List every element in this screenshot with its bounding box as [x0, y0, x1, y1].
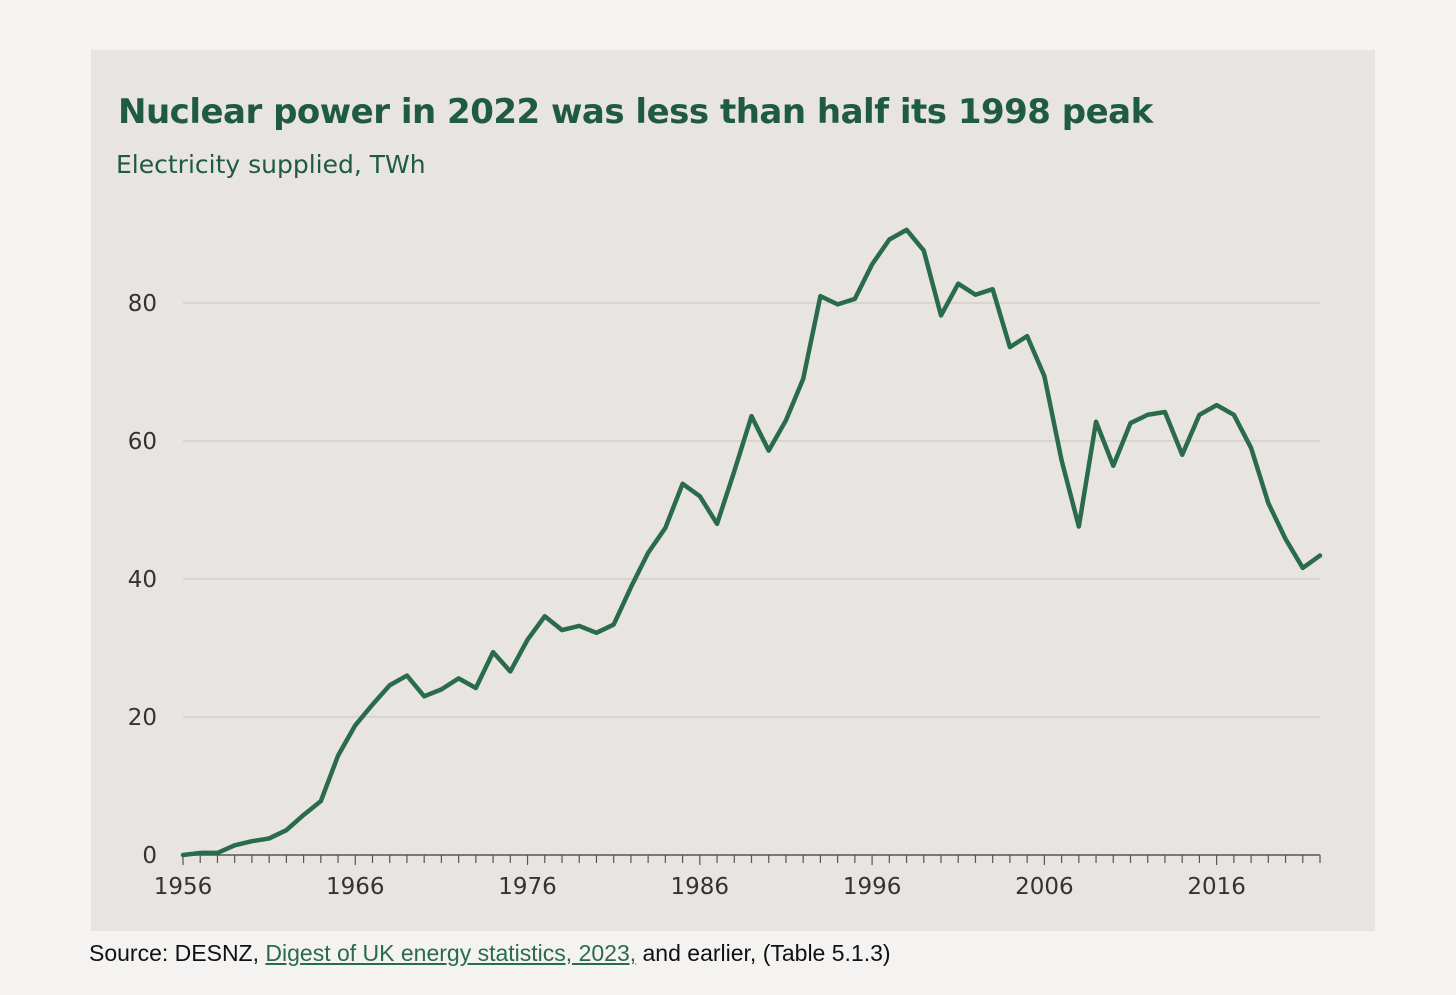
data-point [939, 313, 943, 317]
data-point [801, 377, 805, 381]
data-point [991, 287, 995, 291]
data-point [1215, 403, 1219, 407]
data-point [870, 262, 874, 266]
x-tick-label: 1976 [498, 874, 557, 900]
data-point [594, 631, 598, 635]
x-tick-label: 1956 [154, 874, 213, 900]
data-point [612, 623, 616, 627]
series-line [180, 227, 1323, 858]
data-point [922, 249, 926, 253]
series-layer [180, 227, 1323, 858]
data-point [629, 585, 633, 589]
source-link[interactable]: Digest of UK energy statistics, 2023, [265, 940, 637, 966]
data-point [1042, 374, 1046, 378]
source-note: Source: DESNZ, Digest of UK energy stati… [89, 940, 891, 967]
data-point [750, 414, 754, 418]
y-axis-tick-labels: 0 20 40 60 80 [128, 291, 157, 869]
data-point [1008, 345, 1012, 349]
data-point [1180, 453, 1184, 457]
data-point [663, 526, 667, 530]
y-tick-label: 60 [128, 429, 157, 455]
chart-title: Nuclear power in 2022 was less than half… [118, 92, 1153, 132]
x-tick-label: 1996 [843, 874, 902, 900]
data-point [956, 282, 960, 286]
data-point [543, 614, 547, 618]
data-point [836, 302, 840, 306]
x-axis: 1956 1966 1976 1986 1996 2006 2016 [154, 854, 1321, 900]
x-tick-label: 1966 [326, 874, 385, 900]
data-point [181, 853, 185, 857]
data-point [353, 723, 357, 727]
data-point [1232, 413, 1236, 417]
data-point [1249, 446, 1253, 450]
data-point [284, 828, 288, 832]
data-point [233, 843, 237, 847]
data-point [698, 494, 702, 498]
data-point [215, 851, 219, 855]
data-point [336, 754, 340, 758]
x-tick-label: 2006 [1015, 874, 1074, 900]
data-point [302, 813, 306, 817]
data-point [1318, 554, 1322, 558]
data-point [681, 482, 685, 486]
data-point [715, 522, 719, 526]
chart-subtitle: Electricity supplied, TWh [116, 150, 426, 179]
data-point [371, 703, 375, 707]
chart-panel [91, 50, 1375, 931]
data-point [560, 628, 564, 632]
data-point [973, 293, 977, 297]
data-point [767, 449, 771, 453]
gridlines [183, 302, 1320, 718]
data-point [1266, 501, 1270, 505]
data-point [853, 297, 857, 301]
data-point [474, 686, 478, 690]
data-point [250, 839, 254, 843]
data-point [732, 469, 736, 473]
y-tick-label: 40 [128, 567, 157, 593]
data-point [198, 851, 202, 855]
source-prefix: Source: DESNZ, [89, 940, 266, 966]
data-point [784, 418, 788, 422]
data-point [1060, 458, 1064, 462]
data-point [439, 687, 443, 691]
y-tick-label: 0 [142, 843, 157, 869]
data-point [405, 674, 409, 678]
data-point [267, 836, 271, 840]
data-point [422, 694, 426, 698]
data-point [457, 676, 461, 680]
source-suffix: and earlier, (Table 5.1.3) [636, 940, 891, 966]
data-point [319, 799, 323, 803]
data-point [646, 551, 650, 555]
x-tick-label: 1986 [671, 874, 730, 900]
data-point [1111, 464, 1115, 468]
data-point [1146, 413, 1150, 417]
data-point [887, 238, 891, 242]
data-point [526, 638, 530, 642]
data-point [491, 650, 495, 654]
x-tick-label: 2016 [1187, 874, 1246, 900]
y-tick-label: 80 [128, 291, 157, 317]
data-point [1197, 413, 1201, 417]
data-point [1129, 421, 1133, 425]
data-point [1025, 334, 1029, 338]
data-point [1077, 525, 1081, 529]
data-point [388, 683, 392, 687]
data-point [1284, 537, 1288, 541]
data-point [1094, 420, 1098, 424]
data-point [508, 669, 512, 673]
data-point [577, 624, 581, 628]
data-point [905, 228, 909, 232]
data-point [1163, 410, 1167, 414]
y-tick-label: 20 [128, 705, 157, 731]
data-point [818, 294, 822, 298]
data-point [1301, 566, 1305, 570]
